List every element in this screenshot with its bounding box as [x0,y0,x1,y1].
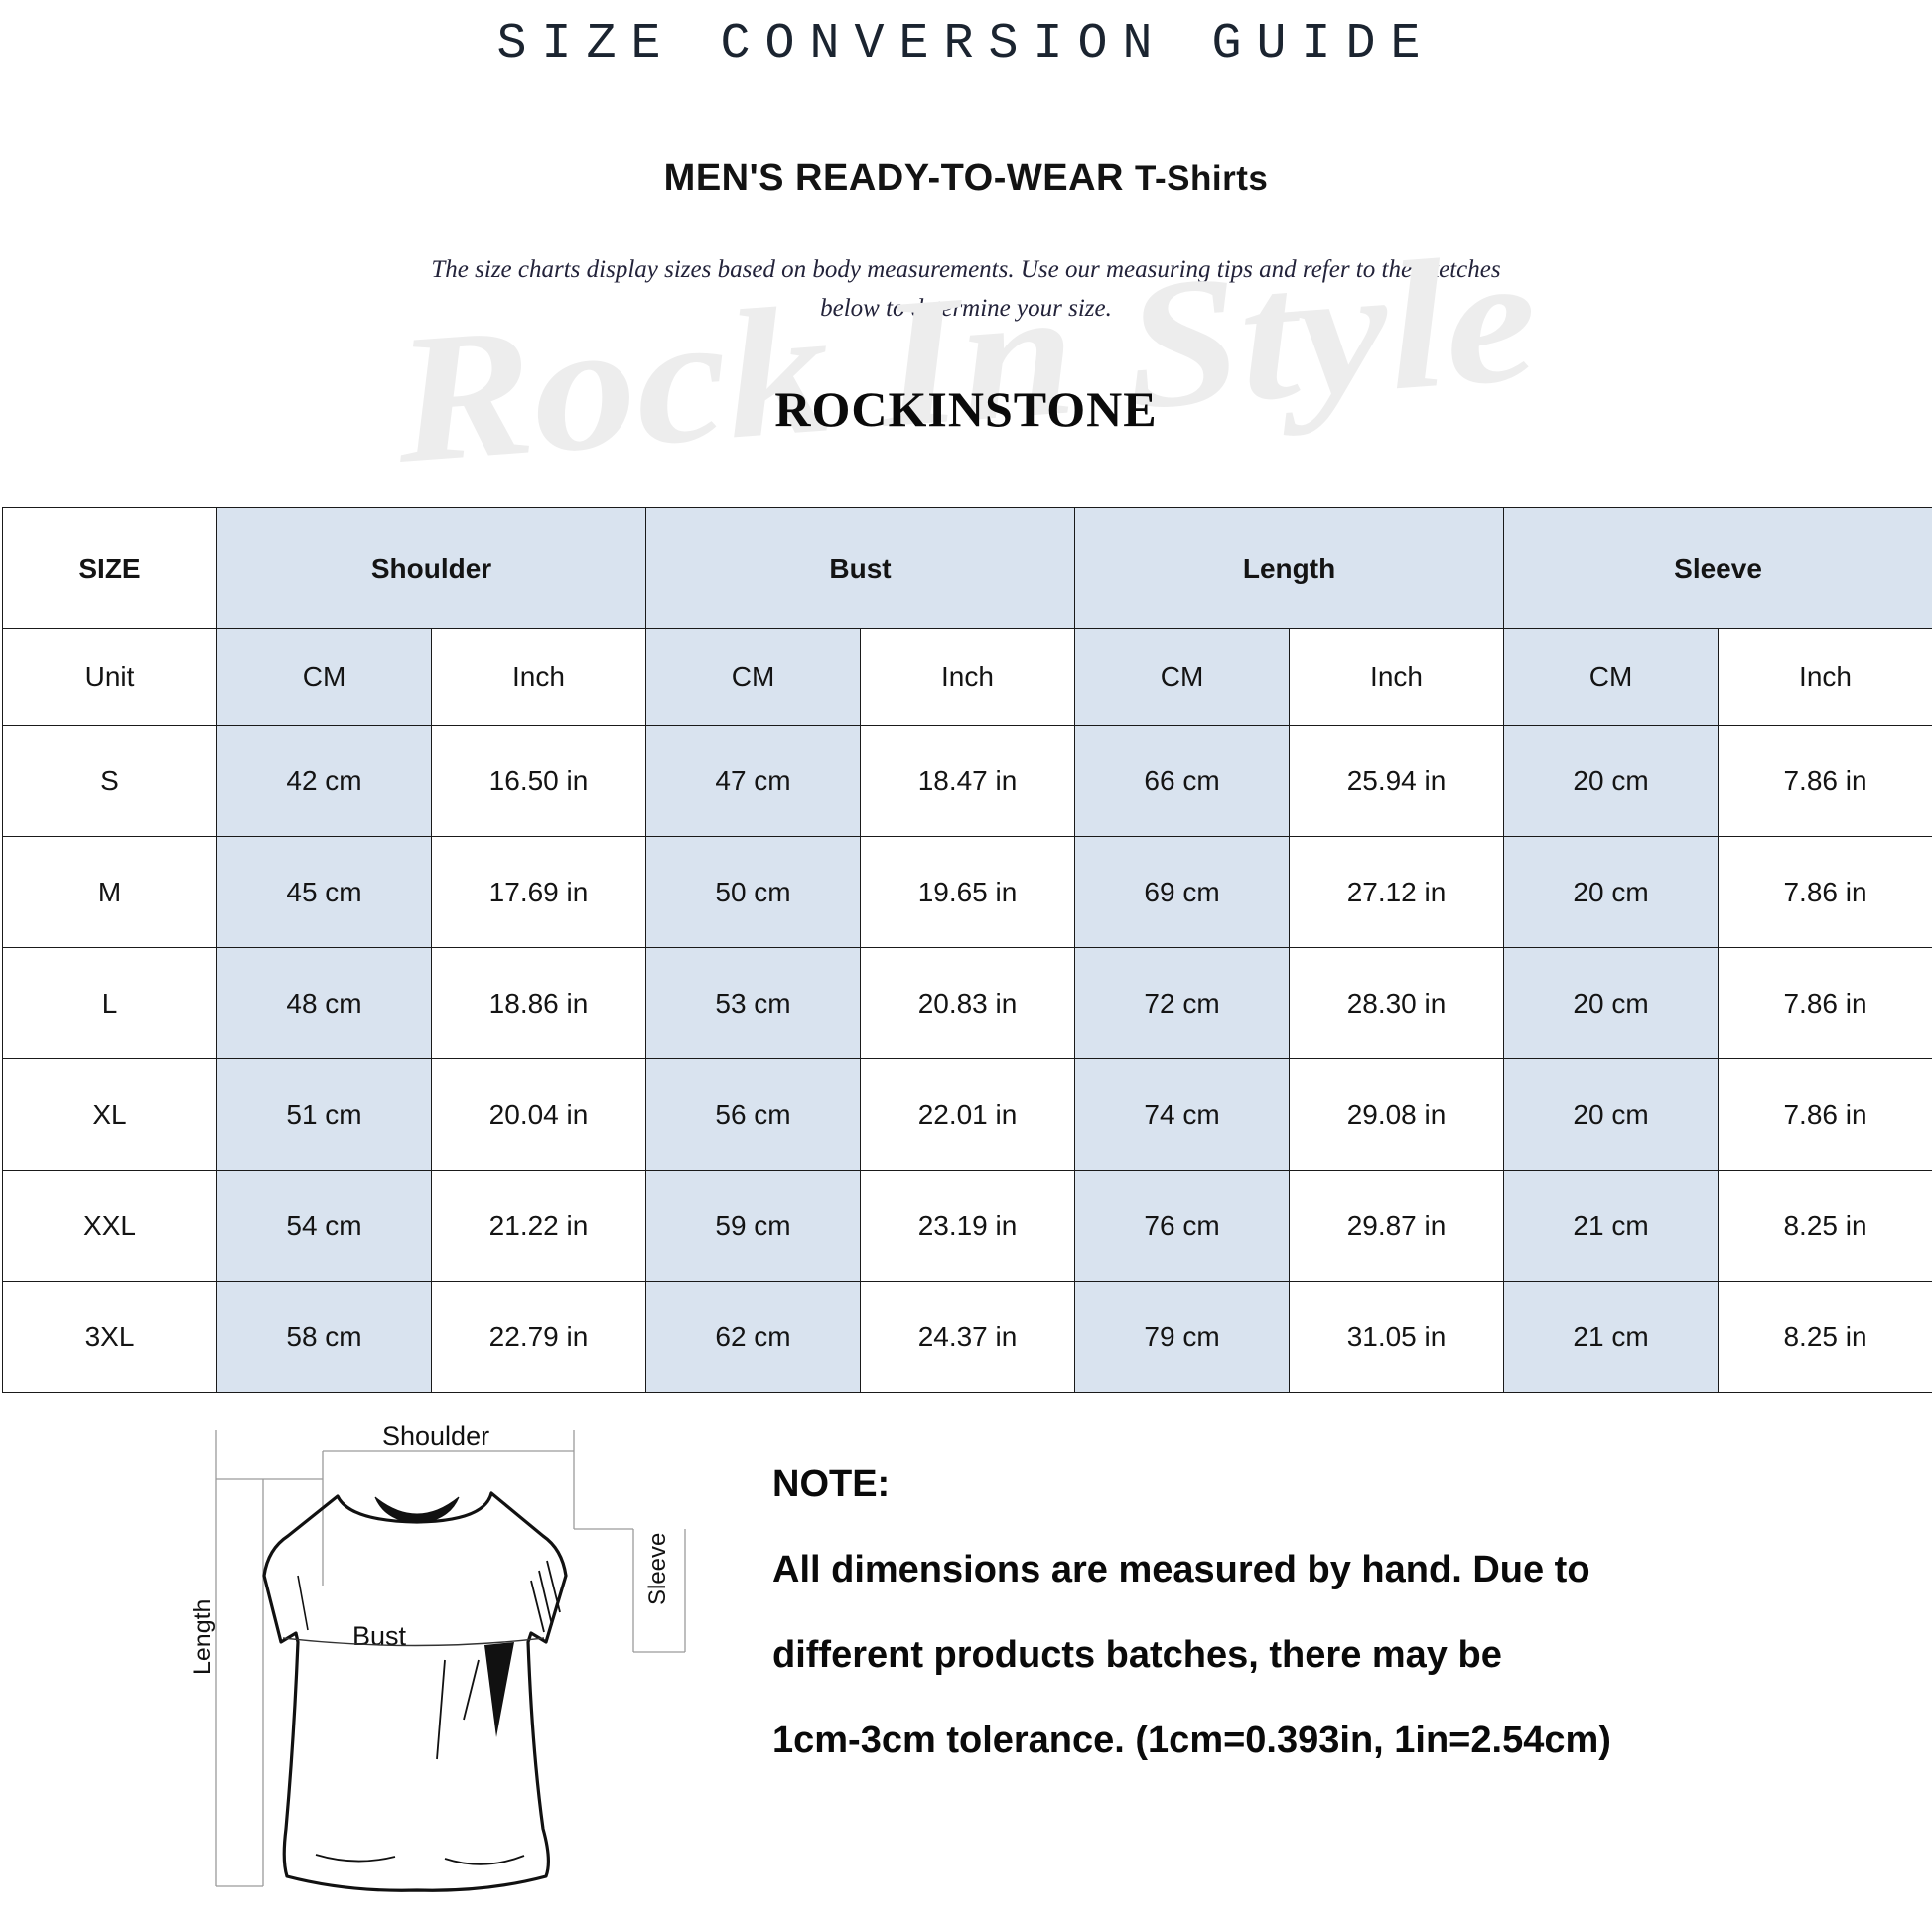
svg-text:Bust: Bust [352,1621,407,1651]
svg-text:Sleeve: Sleeve [644,1533,671,1605]
svg-text:Shoulder: Shoulder [382,1422,489,1450]
svg-text:Length: Length [189,1599,216,1675]
